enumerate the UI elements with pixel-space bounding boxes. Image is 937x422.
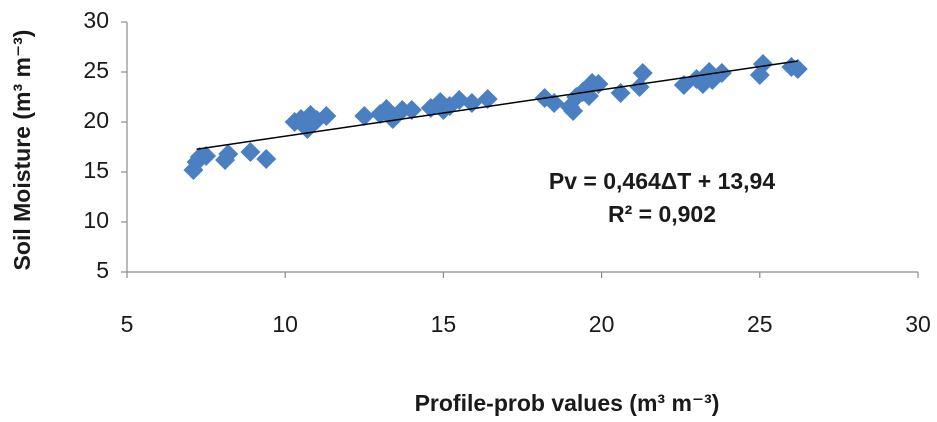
point [401, 100, 422, 120]
point [240, 142, 261, 162]
point [477, 89, 498, 109]
x-tick-label: 15 [431, 311, 457, 337]
point [563, 101, 584, 121]
point [752, 54, 773, 74]
point [354, 106, 375, 126]
r-squared: R² = 0,902 [608, 201, 716, 227]
x-tick-label: 25 [747, 311, 773, 337]
y-axis-title: Soil Moisture (m³ m⁻³) [9, 30, 35, 271]
y-tick-label: 10 [83, 207, 109, 233]
point [256, 149, 277, 169]
x-tick-label: 30 [905, 311, 931, 337]
point [629, 77, 650, 97]
y-tick-label: 25 [83, 57, 109, 83]
y-tick-label: 30 [83, 7, 109, 33]
x-axis-title: Profile-prob values (m³ m⁻³) [415, 390, 720, 416]
y-tick-label: 15 [83, 157, 109, 183]
point [632, 63, 653, 83]
point [711, 63, 732, 83]
y-tick-label: 20 [83, 107, 109, 133]
y-tick-label: 5 [96, 257, 109, 283]
equation: Pv = 0,464ΔT + 13,94 [549, 168, 775, 194]
point [218, 144, 239, 164]
trendline [196, 60, 798, 150]
x-tick-label: 5 [121, 311, 134, 337]
point [316, 106, 337, 126]
point [196, 146, 217, 166]
x-tick-label: 20 [589, 311, 615, 337]
point [787, 59, 808, 79]
x-tick-label: 10 [272, 311, 298, 337]
